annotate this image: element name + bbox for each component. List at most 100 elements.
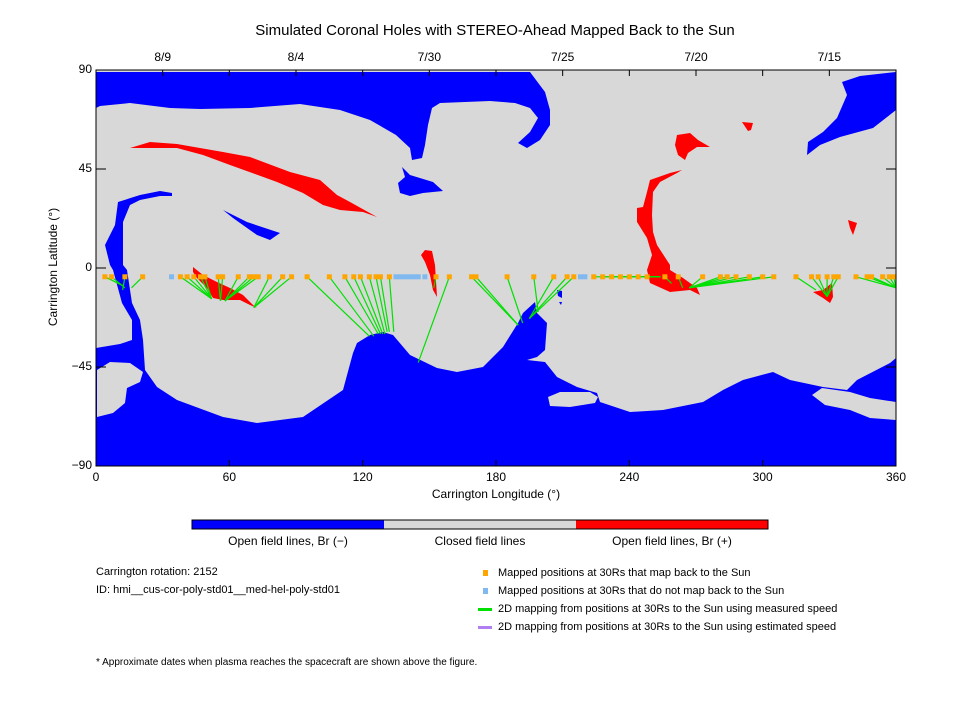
mapped-point [635, 274, 641, 280]
closed-island-right [812, 388, 896, 420]
mapped-point [600, 274, 606, 280]
mapped-point [342, 274, 348, 280]
mapping-line [817, 276, 828, 297]
mapping-line [368, 276, 386, 335]
mapping-line [388, 276, 395, 332]
mapped-point [266, 274, 272, 280]
mapped-point [102, 274, 108, 280]
unmapped-point [422, 274, 428, 280]
mapped-point [771, 274, 777, 280]
legend-label: 2D mapping from positions at 30Rs to the… [498, 603, 838, 615]
mapping-line [475, 276, 519, 326]
carrington-rotation: Carrington rotation: 2152 [96, 566, 218, 578]
mapped-point [251, 274, 257, 280]
mapping-line [193, 276, 213, 300]
long-hole-pos [637, 170, 700, 295]
legend-label: Mapped positions at 30Rs that map back t… [498, 567, 751, 579]
colorbar-label-open-neg: Open field lines, Br (−) [228, 534, 348, 548]
mapped-point [184, 274, 190, 280]
mapping-line [186, 276, 212, 300]
x-tick-label: 300 [752, 470, 773, 484]
mapping-line [375, 276, 388, 332]
green-line-icon [478, 607, 492, 611]
unmapped-point [402, 274, 408, 280]
mapped-point [853, 274, 859, 280]
mapped-point [220, 274, 226, 280]
unmapped-point [406, 274, 412, 280]
mapping-line [533, 276, 539, 313]
unmapped-point [577, 274, 583, 280]
mapped-point [880, 274, 886, 280]
x-tick-label: 60 [222, 470, 236, 484]
mapped-point [824, 274, 830, 280]
streak-hole-pos [130, 142, 377, 217]
mapping-line [871, 276, 897, 289]
mapped-point [591, 274, 597, 280]
mapped-point [326, 274, 332, 280]
mapped-point [177, 274, 183, 280]
mapped-point [289, 274, 295, 280]
mapping-line [306, 276, 370, 337]
mapped-point [551, 274, 557, 280]
x-tick-label: 240 [619, 470, 640, 484]
unmapped-point [397, 274, 403, 280]
legend-mapped: Mapped positions at 30Rs that map back t… [478, 565, 751, 581]
y-tick-label: 0 [85, 260, 92, 274]
top-date-label: 8/9 [154, 50, 171, 64]
north-polar-hole-neg [96, 72, 550, 160]
left-cluster-hole-pos [193, 267, 257, 308]
mapped-point [215, 274, 221, 280]
mapped-point [733, 274, 739, 280]
mapped-point [280, 274, 286, 280]
mapped-point [675, 274, 681, 280]
mapped-point [809, 274, 815, 280]
mapping-line [506, 276, 524, 324]
legend-label: Mapped positions at 30Rs that do not map… [498, 585, 785, 597]
mapped-point [717, 274, 723, 280]
mapped-point [835, 274, 841, 280]
mapped-point [255, 274, 261, 280]
mapped-point [246, 274, 252, 280]
mapping-line [219, 276, 224, 302]
mapped-point [886, 274, 892, 280]
chart-title: Simulated Coronal Holes with STEREO-Ahea… [255, 22, 735, 39]
x-tick-label: 180 [485, 470, 507, 484]
mapping-line [359, 276, 384, 335]
mapped-point [644, 274, 650, 280]
mapping-line [379, 276, 390, 332]
top-date-label: 7/15 [817, 50, 841, 64]
mapped-point [626, 274, 632, 280]
mapped-point [746, 274, 752, 280]
mapping-line [199, 276, 213, 300]
mapping-line [528, 276, 555, 319]
mapping-line [855, 276, 897, 289]
mapped-point [724, 274, 730, 280]
mapped-point [197, 274, 203, 280]
mapped-point [109, 274, 115, 280]
mapped-point [891, 274, 897, 280]
mapping-line [180, 276, 212, 300]
colorbar-label-closed: Closed field lines [434, 534, 526, 548]
orange-square-icon [478, 570, 492, 576]
mapped-point [473, 274, 479, 280]
south-polar-hole-neg [96, 191, 896, 466]
colorbar-open-neg [192, 520, 384, 529]
y-tick-label: 45 [78, 161, 92, 175]
mapped-point [433, 274, 439, 280]
equator-hole-pos [421, 250, 437, 297]
legend-not-mapped: Mapped positions at 30Rs that do not map… [478, 583, 784, 599]
mapping-line [253, 276, 292, 309]
mapping-line [224, 276, 259, 302]
top-date-label: 7/30 [417, 50, 441, 64]
mapped-point [366, 274, 372, 280]
blue-square-icon [478, 588, 492, 594]
mapped-point [609, 274, 615, 280]
mapping-line [528, 276, 575, 320]
x-axis-label: Carrington Longitude (°) [431, 487, 561, 501]
x-tick-label: 120 [352, 470, 373, 484]
north-blob-pos [675, 133, 710, 160]
mapped-point [377, 274, 383, 280]
mapped-point [469, 274, 475, 280]
mapped-point [504, 274, 510, 280]
mapped-point [531, 274, 537, 280]
